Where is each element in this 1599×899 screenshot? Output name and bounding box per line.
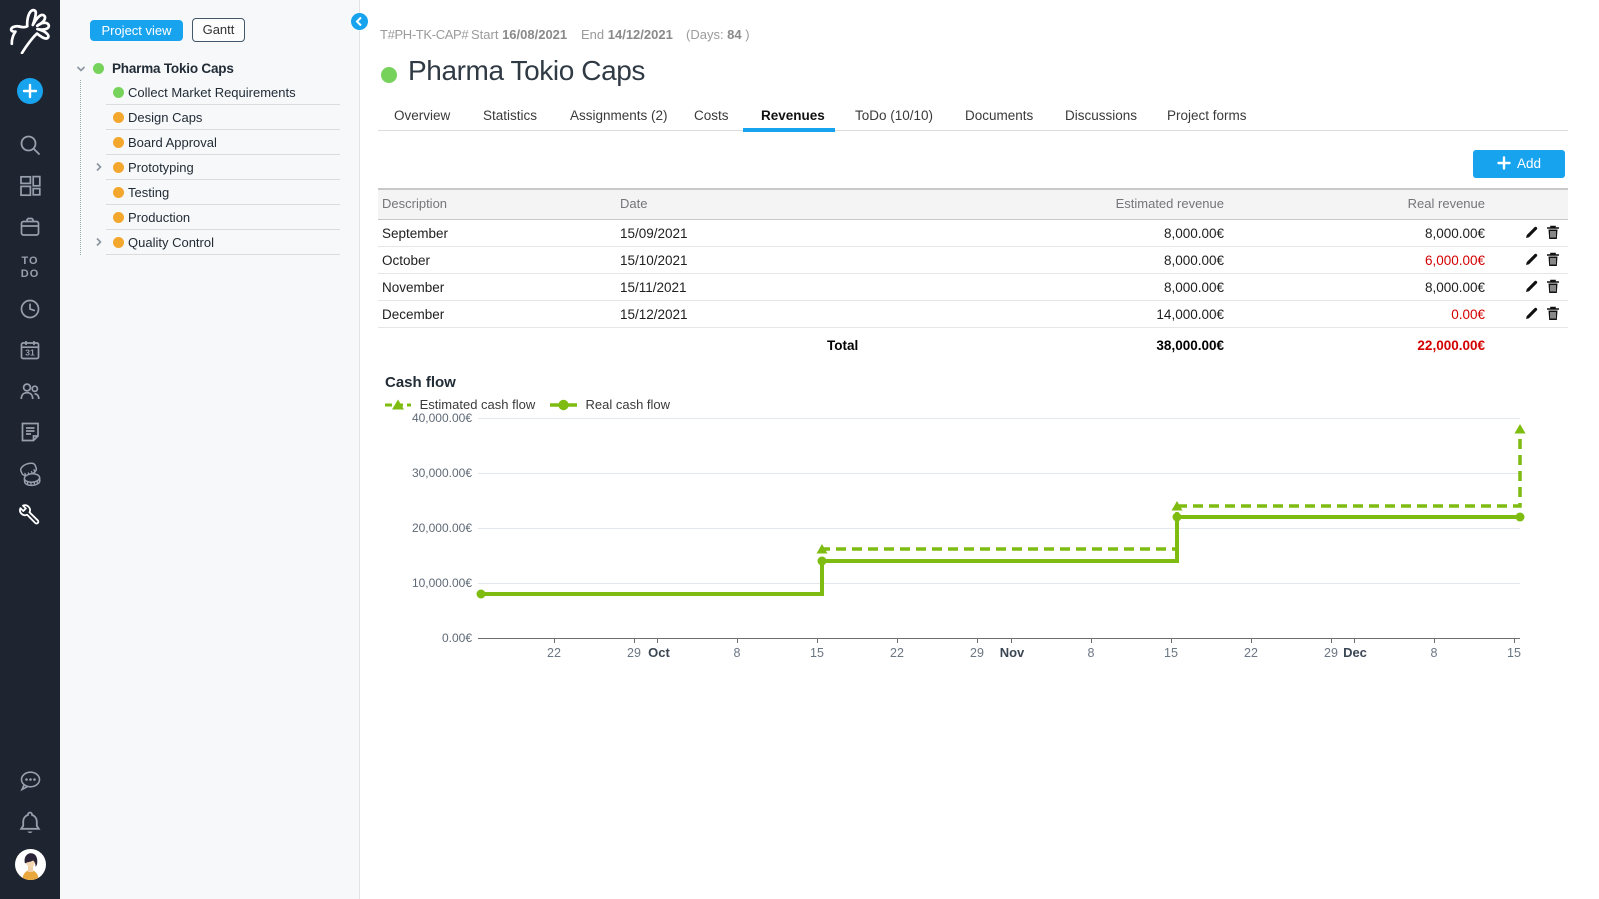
svg-text:30,000.00€: 30,000.00€ (412, 466, 472, 480)
svg-text:29: 29 (970, 646, 984, 660)
svg-text:15: 15 (1164, 646, 1178, 660)
svg-text:31: 31 (25, 348, 35, 358)
svg-text:Dec: Dec (1343, 645, 1367, 660)
svg-text:22: 22 (890, 646, 904, 660)
svg-text:15: 15 (810, 646, 824, 660)
svg-text:29: 29 (627, 646, 641, 660)
svg-text:Nov: Nov (1000, 645, 1025, 660)
svg-text:22: 22 (1244, 646, 1258, 660)
svg-text:8: 8 (1088, 646, 1095, 660)
svg-text:10,000.00€: 10,000.00€ (412, 576, 472, 590)
svg-text:0.00€: 0.00€ (442, 631, 472, 645)
svg-text:15: 15 (1507, 646, 1521, 660)
svg-text:8: 8 (734, 646, 741, 660)
svg-text:40,000.00€: 40,000.00€ (412, 412, 472, 425)
svg-text:8: 8 (1431, 646, 1438, 660)
svg-text:Oct: Oct (648, 645, 670, 660)
svg-text:29: 29 (1324, 646, 1338, 660)
svg-text:22: 22 (547, 646, 561, 660)
svg-text:20,000.00€: 20,000.00€ (412, 521, 472, 535)
